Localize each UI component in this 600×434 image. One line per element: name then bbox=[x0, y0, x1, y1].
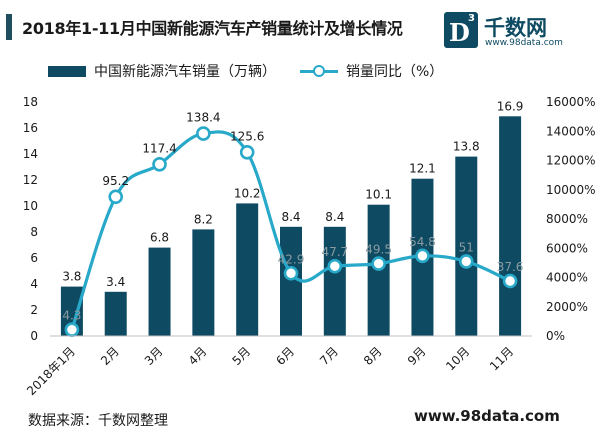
brand-logo-icon: D 3 bbox=[444, 12, 478, 48]
legend-swatch-bar bbox=[48, 65, 86, 77]
x-axis-tick-label: 4月 bbox=[186, 344, 210, 368]
x-axis-tick-label: 3月 bbox=[142, 344, 166, 368]
bar-data-label: 6.8 bbox=[150, 231, 169, 245]
bar bbox=[236, 203, 259, 336]
left-axis-tick-label: 12 bbox=[23, 173, 38, 187]
brand-url: www.98data.com bbox=[485, 38, 563, 48]
right-axis-tick-label: 10000% bbox=[546, 183, 596, 197]
left-axis-tick-label: 8 bbox=[30, 225, 38, 239]
bar-data-label: 10.1 bbox=[365, 188, 392, 202]
bar-data-label: 8.2 bbox=[194, 212, 213, 226]
line-point bbox=[458, 254, 474, 269]
x-axis-tick-label: 2018年1月 bbox=[24, 344, 78, 398]
chart-title: 2018年1-11月中国新能源汽车产销量统计及增长情况 bbox=[22, 19, 403, 38]
bar-data-label: 8.4 bbox=[325, 210, 344, 224]
right-axis-tick-label: 4000% bbox=[546, 271, 588, 285]
line-point bbox=[502, 273, 518, 289]
bar-data-label: 8.4 bbox=[281, 210, 300, 224]
right-axis-tick-label: 8000% bbox=[546, 212, 588, 226]
left-axis-tick-label: 0 bbox=[30, 329, 38, 343]
bar-data-label: 3.4 bbox=[106, 275, 125, 289]
line-data-label: 54.8 bbox=[409, 235, 436, 249]
brand-logo: D 3 千数网 www.98data.com bbox=[444, 12, 594, 52]
bar bbox=[104, 291, 127, 336]
x-axis-tick-label: 9月 bbox=[405, 344, 429, 368]
legend-item-sales: 中国新能源汽车销量（万辆） bbox=[48, 60, 276, 82]
title-bar: 2018年1-11月中国新能源汽车产销量统计及增长情况 D 3 千数网 www.… bbox=[0, 0, 600, 54]
left-axis-tick-label: 2 bbox=[30, 303, 38, 317]
bar bbox=[499, 116, 522, 336]
right-axis: 0% 2000% 4000% 6000% 8000% 10000% 12000% 14000%… bbox=[546, 95, 596, 343]
x-axis-tick-label: 8月 bbox=[361, 344, 385, 368]
legend-item-yoy: 销量同比（%） bbox=[300, 60, 443, 82]
bar-data-label: 16.9 bbox=[497, 99, 524, 113]
brand-name: 千数网 bbox=[484, 16, 547, 40]
bar bbox=[148, 247, 171, 336]
logo-mark-superscript: 3 bbox=[468, 13, 475, 24]
x-axis-tick-label: 5月 bbox=[230, 344, 254, 368]
x-axis-tick-label: 7月 bbox=[317, 344, 341, 368]
x-axis-tick-label: 11月 bbox=[487, 344, 516, 373]
x-axis-tick-label: 6月 bbox=[273, 344, 297, 368]
x-axis-tick-label: 2月 bbox=[98, 344, 122, 368]
logo-mark-letter: D bbox=[449, 18, 470, 47]
line-data-label: 51 bbox=[459, 240, 474, 254]
line-data-label: 117.4 bbox=[142, 141, 176, 155]
left-axis: 0 2 4 6 8 10 12 14 16 18 bbox=[23, 95, 38, 343]
right-axis-tick-label: 0% bbox=[546, 329, 565, 343]
line-point bbox=[196, 126, 211, 141]
line-point bbox=[415, 248, 430, 264]
footer-source: 数据来源：千数网整理 bbox=[28, 413, 168, 429]
right-axis-tick-label: 2000% bbox=[546, 300, 588, 314]
legend-label-yoy: 销量同比（%） bbox=[346, 64, 444, 80]
line-data-label: 37.6 bbox=[497, 260, 524, 274]
line-point bbox=[64, 322, 80, 338]
line-point bbox=[239, 145, 255, 160]
bar bbox=[323, 226, 346, 336]
bar-data-label: 3.8 bbox=[62, 270, 81, 284]
line-data-label: 125.6 bbox=[230, 129, 264, 143]
bar bbox=[60, 286, 83, 336]
right-axis-tick-label: 16000% bbox=[546, 95, 596, 109]
bar-data-label: 12.1 bbox=[409, 162, 436, 176]
footer-url: www.98data.com bbox=[414, 407, 560, 425]
bar-series: 3.8 3.4 6.8 8.2 10.2 8.4 8.4 10.1 12.1 13.8 16.9 bbox=[60, 99, 524, 336]
left-axis-tick-label: 16 bbox=[23, 121, 38, 135]
line-point bbox=[152, 157, 167, 172]
line-data-label: 42.9 bbox=[278, 252, 305, 266]
right-axis-tick-label: 6000% bbox=[546, 241, 588, 255]
line-data-label: 49.5 bbox=[365, 243, 392, 257]
line-point bbox=[371, 256, 386, 271]
line-data-label: 95.2 bbox=[102, 174, 129, 188]
bar-data-label: 10.2 bbox=[234, 186, 261, 200]
right-axis-tick-label: 14000% bbox=[546, 124, 596, 138]
line-data-label: 4.3 bbox=[62, 309, 81, 323]
legend-label-sales: 中国新能源汽车销量（万辆） bbox=[94, 64, 276, 80]
legend-swatch-line bbox=[300, 65, 338, 77]
line-point bbox=[108, 189, 124, 205]
bar-data-label: 13.8 bbox=[453, 140, 480, 154]
line-data-label: 138.4 bbox=[186, 111, 220, 125]
line-data-label: 47.7 bbox=[321, 245, 348, 259]
line-point bbox=[283, 265, 299, 281]
left-axis-tick-label: 14 bbox=[23, 147, 38, 161]
left-axis-tick-label: 10 bbox=[23, 199, 38, 213]
left-axis-tick-label: 6 bbox=[30, 251, 38, 265]
title-accent-bar bbox=[6, 14, 12, 40]
bar bbox=[455, 156, 478, 336]
x-axis-tick-label: 10月 bbox=[443, 344, 472, 373]
line-series: 4.3 95.2 117.4 138.4 125.6 42.9 47.7 49.5 54.8 51… bbox=[62, 111, 524, 338]
bar bbox=[280, 226, 302, 336]
line-point bbox=[327, 258, 343, 274]
legend: 中国新能源汽车销量（万辆） 销量同比（%） bbox=[0, 60, 600, 84]
bar bbox=[192, 229, 215, 336]
right-axis-tick-label: 12000% bbox=[546, 154, 596, 168]
left-axis-tick-label: 4 bbox=[30, 277, 38, 291]
left-axis-tick-label: 18 bbox=[23, 95, 38, 109]
x-axis: 2018年1月 2月 3月 4月 5月 6月 7月 8月 9月 10月 11月 bbox=[24, 335, 532, 398]
